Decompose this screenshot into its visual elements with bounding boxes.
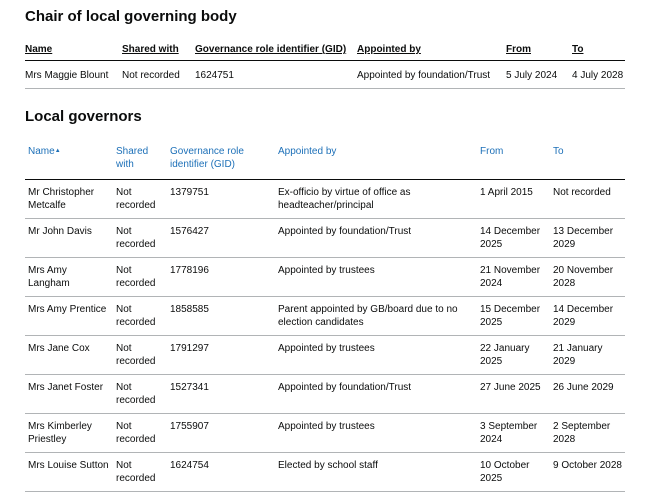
header-text[interactable]: Name bbox=[28, 146, 55, 157]
sort-arrow: ▲ bbox=[54, 148, 61, 154]
table-cell: 1755907 bbox=[167, 413, 275, 453]
column-header: Name bbox=[25, 43, 122, 61]
table-cell: Mr John Davis bbox=[25, 218, 113, 258]
table-cell: 1791297 bbox=[167, 335, 275, 375]
table-cell: 14 December 2025 bbox=[477, 218, 550, 258]
governors-table: Name▲ Shared with Governance role identifi… bbox=[25, 145, 625, 492]
table-cell: 1624751 bbox=[195, 60, 357, 89]
table-cell: Not recorded bbox=[113, 374, 167, 414]
table-row: Mr Christopher Metcalfe Not recorded 13797… bbox=[25, 179, 625, 219]
table-cell: 27 June 2025 bbox=[477, 374, 550, 414]
table-cell: Parent appointed by GB/board due to no e… bbox=[275, 296, 477, 336]
table-row: Mr John Davis Not recorded 1576427 Appointe… bbox=[25, 218, 625, 258]
table-cell: Appointed by foundation/Trust bbox=[275, 218, 477, 258]
column-header: To bbox=[572, 43, 625, 61]
table-cell: Not recorded bbox=[113, 335, 167, 375]
table-row: Mrs Amy Prentice Not recorded 1858585 Paren… bbox=[25, 296, 625, 336]
table-cell: Mrs Kimberley Priestley bbox=[25, 413, 113, 453]
header-text[interactable]: Appointed by bbox=[278, 146, 337, 157]
table-cell: 21 January 2029 bbox=[550, 335, 625, 375]
header-text: From bbox=[506, 44, 531, 55]
table-cell: Ex-officio by virtue of office as headte… bbox=[275, 179, 477, 219]
table-cell: 20 November 2028 bbox=[550, 257, 625, 297]
table-cell: 21 November 2024 bbox=[477, 257, 550, 297]
header-text: Appointed by bbox=[357, 44, 421, 55]
column-header[interactable]: From bbox=[477, 145, 550, 180]
chair-table: Name Shared with Governance role identifie… bbox=[25, 43, 625, 89]
table-cell: 1858585 bbox=[167, 296, 275, 336]
table-row: Mrs Kimberley Priestley Not recorded 17559… bbox=[25, 413, 625, 453]
table-cell: Mrs Jane Cox bbox=[25, 335, 113, 375]
table-cell: Elected by school staff bbox=[275, 452, 477, 492]
table-cell: Not recorded bbox=[113, 257, 167, 297]
table-row: Mrs Maggie Blount Not recorded 1624751 Appo… bbox=[25, 60, 625, 89]
table-cell: Appointed by trustees bbox=[275, 413, 477, 453]
table-cell: 15 December 2025 bbox=[477, 296, 550, 336]
table-cell: 26 June 2029 bbox=[550, 374, 625, 414]
column-header: From bbox=[506, 43, 572, 61]
header-text: To bbox=[572, 44, 584, 55]
table-cell: Mrs Louise Sutton bbox=[25, 452, 113, 492]
table-cell: 9 October 2028 bbox=[550, 452, 625, 492]
table-cell: 13 December 2029 bbox=[550, 218, 625, 258]
table-cell: Appointed by foundation/Trust bbox=[275, 374, 477, 414]
column-header[interactable]: Shared with bbox=[113, 145, 167, 180]
section-title: Chair of local governing body bbox=[25, 8, 237, 25]
table-cell: 1778196 bbox=[167, 257, 275, 297]
table-cell: 1 April 2015 bbox=[477, 179, 550, 219]
table-row: Mrs Louise Sutton Not recorded 1624754 Elec… bbox=[25, 452, 625, 492]
column-header[interactable]: Governance role identifier (GID) bbox=[167, 145, 275, 180]
table-cell: Not recorded bbox=[113, 413, 167, 453]
column-header: Shared with bbox=[122, 43, 195, 61]
header-text[interactable]: Shared with bbox=[116, 146, 149, 170]
table-cell: 1527341 bbox=[167, 374, 275, 414]
column-header: Appointed by bbox=[357, 43, 506, 61]
table-cell: 5 July 2024 bbox=[506, 60, 572, 89]
table-cell: Not recorded bbox=[113, 218, 167, 258]
table-row: Mrs Amy Langham Not recorded 1778196 Appoin… bbox=[25, 257, 625, 297]
header-text[interactable]: From bbox=[480, 146, 504, 157]
table-cell: 4 July 2028 bbox=[572, 60, 625, 89]
column-header[interactable]: Appointed by bbox=[275, 145, 477, 180]
header-row: Name▲ Shared with Governance role identifi… bbox=[25, 145, 625, 180]
header-text[interactable]: Governance role identifier (GID) bbox=[170, 146, 244, 170]
table-cell: Mrs Amy Langham bbox=[25, 257, 113, 297]
table-cell: Mrs Maggie Blount bbox=[25, 60, 122, 89]
table-cell: 1576427 bbox=[167, 218, 275, 258]
table-cell: Appointed by foundation/Trust bbox=[357, 60, 506, 89]
table-row: Mrs Jane Cox Not recorded 1791297 Appointed… bbox=[25, 335, 625, 375]
column-header[interactable]: To bbox=[550, 145, 625, 180]
table-cell: Mrs Amy Prentice bbox=[25, 296, 113, 336]
section-title: Local governors bbox=[25, 108, 142, 125]
table-cell: 1379751 bbox=[167, 179, 275, 219]
table-cell: Not recorded bbox=[113, 452, 167, 492]
table-cell: 2 September 2028 bbox=[550, 413, 625, 453]
header-text: Name bbox=[25, 44, 53, 55]
table-cell: 3 September 2024 bbox=[477, 413, 550, 453]
table-cell: Mr Christopher Metcalfe bbox=[25, 179, 113, 219]
table-cell: 14 December 2029 bbox=[550, 296, 625, 336]
table-cell: Mrs Janet Foster bbox=[25, 374, 113, 414]
table-row: Mrs Janet Foster Not recorded 1527341 Appoi… bbox=[25, 374, 625, 414]
table-cell: Not recorded bbox=[550, 179, 625, 219]
table-cell: Not recorded bbox=[122, 60, 195, 89]
header-text[interactable]: To bbox=[553, 146, 564, 157]
table-cell: 1624754 bbox=[167, 452, 275, 492]
table-cell: Not recorded bbox=[113, 296, 167, 336]
table-cell: 10 October 2025 bbox=[477, 452, 550, 492]
table-cell: Appointed by trustees bbox=[275, 335, 477, 375]
column-header: Governance role identifier (GID) bbox=[195, 43, 357, 61]
header-text: Governance role identifier (GID) bbox=[195, 44, 347, 55]
header-text: Shared with bbox=[122, 44, 179, 55]
table-cell: 22 January 2025 bbox=[477, 335, 550, 375]
header-row: Name Shared with Governance role identifie… bbox=[25, 43, 625, 61]
table-cell: Appointed by trustees bbox=[275, 257, 477, 297]
table-cell: Not recorded bbox=[113, 179, 167, 219]
column-header[interactable]: Name▲ bbox=[25, 145, 113, 180]
